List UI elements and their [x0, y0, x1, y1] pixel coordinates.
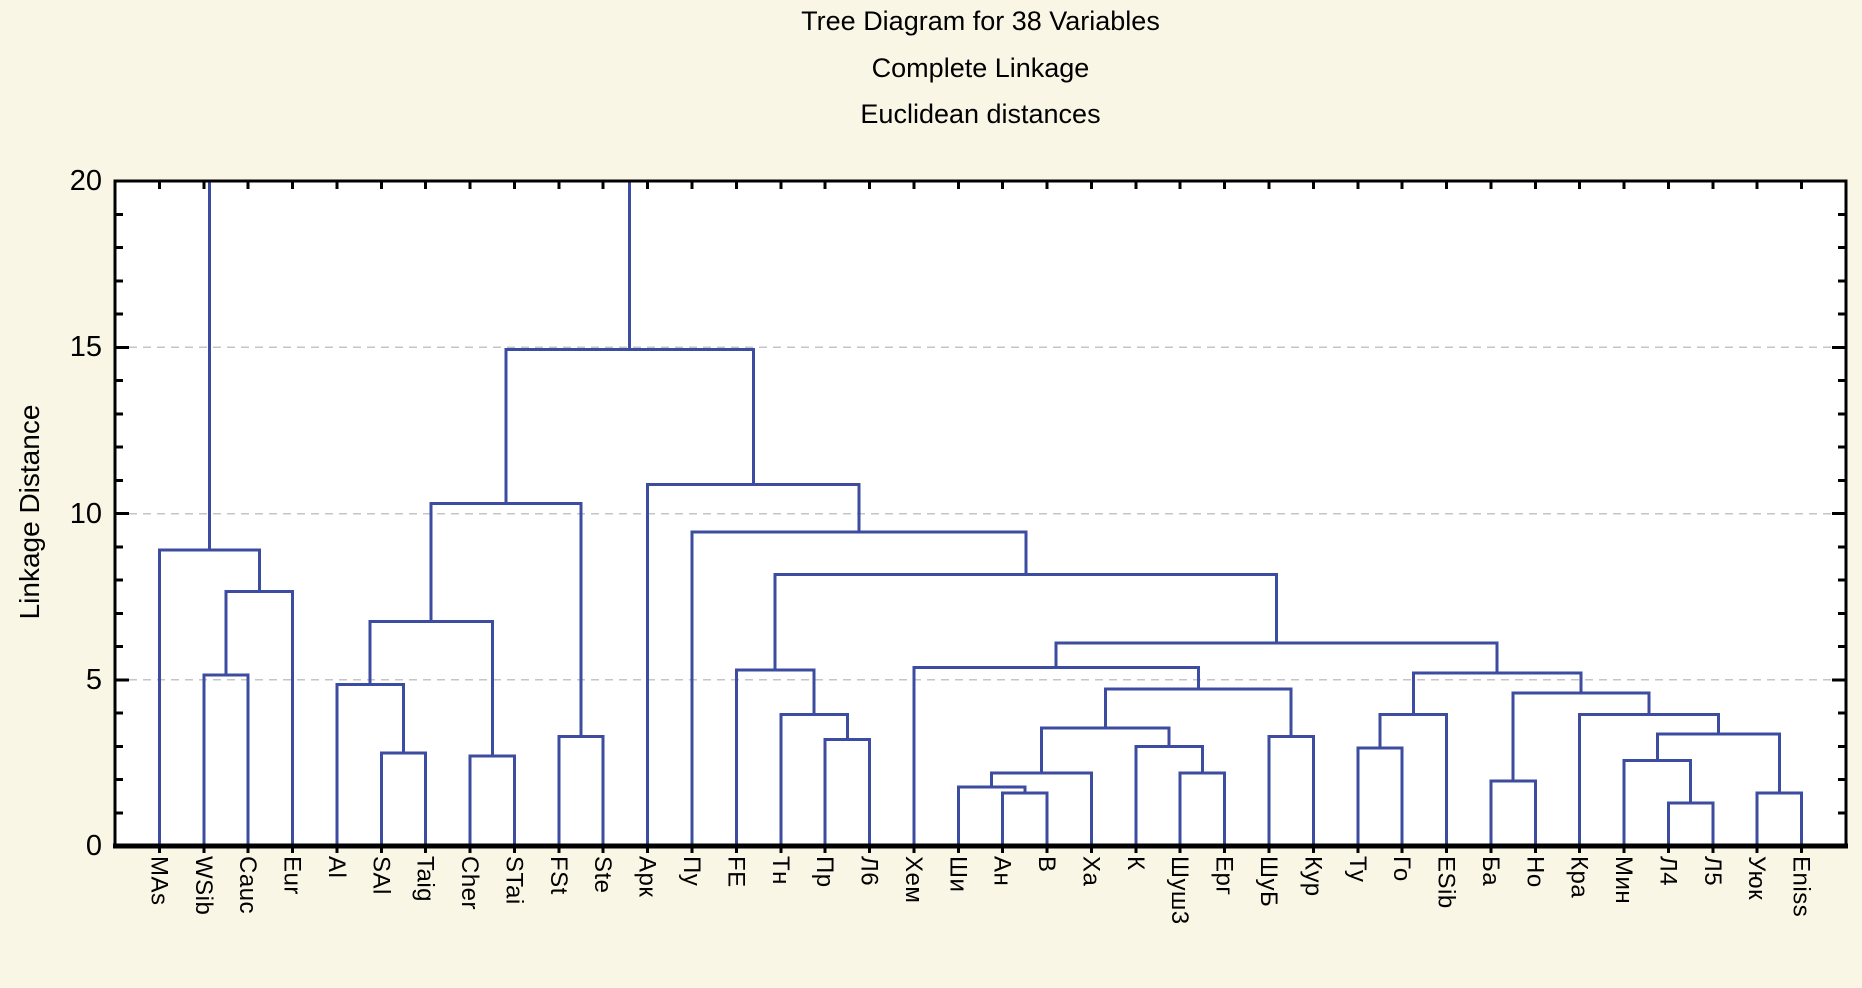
x-leaf-label: Тн: [766, 856, 794, 885]
x-leaf-label: ШуБ: [1255, 856, 1282, 908]
x-leaf-label: Кур: [1299, 856, 1327, 897]
x-leaf-label: Л4: [1654, 856, 1682, 887]
x-leaf-label: Ха: [1077, 856, 1105, 887]
x-leaf-label: Ши: [944, 856, 972, 893]
x-leaf-label: Пу: [678, 856, 705, 887]
y-tick-label: 20: [69, 165, 102, 197]
chart-title: Tree Diagram for 38 Variables: [801, 6, 1160, 36]
x-leaf-label: Л5: [1698, 856, 1726, 887]
y-tick-label: 0: [85, 830, 102, 862]
x-leaf-label: Ste: [589, 856, 617, 894]
x-leaf-label: Taig: [411, 856, 439, 903]
x-leaf-label: Al: [322, 856, 350, 879]
chart-subtitle-linkage: Complete Linkage: [871, 53, 1090, 83]
x-leaf-label: Ту: [1343, 856, 1371, 883]
y-tick-label: 10: [69, 497, 102, 530]
x-leaf-label: Мин: [1610, 856, 1638, 905]
y-tick-label: 5: [85, 663, 102, 696]
x-leaf-label: Ерг: [1210, 856, 1238, 896]
x-leaf-label: WSib: [189, 856, 217, 916]
x-leaf-label: Cauc: [234, 856, 262, 915]
chart-subtitle-distance: Euclidean distances: [860, 99, 1101, 129]
x-leaf-label: FE: [722, 856, 750, 888]
x-leaf-label: Cher: [456, 856, 484, 911]
x-leaf-label: STai: [500, 856, 528, 905]
x-leaf-label: Кра: [1565, 856, 1593, 899]
x-leaf-label: Шуш3: [1166, 856, 1194, 925]
x-leaf-label: Л6: [855, 856, 883, 887]
x-leaf-label: Арк: [633, 856, 661, 898]
x-leaf-label: Eniss: [1787, 856, 1815, 918]
x-leaf-label: В: [1033, 856, 1061, 873]
x-leaf-label: SAl: [367, 856, 395, 895]
x-leaf-label: Уюк: [1743, 856, 1771, 901]
x-leaf-label: Го: [1388, 856, 1416, 882]
x-leaf-label: FSt: [544, 856, 572, 895]
x-leaf-label: Eur: [278, 856, 306, 895]
x-leaf-label: Ба: [1476, 856, 1504, 887]
x-leaf-label: MAs: [145, 856, 173, 906]
x-leaf-label: Но: [1521, 856, 1549, 888]
x-leaf-label: Хем: [899, 856, 927, 904]
x-leaf-label: Ан: [988, 856, 1016, 887]
y-tick-label: 15: [69, 331, 102, 364]
x-leaf-label: Пр: [811, 856, 839, 888]
x-leaf-label: ESib: [1432, 856, 1460, 909]
x-leaf-label: К: [1121, 856, 1149, 871]
